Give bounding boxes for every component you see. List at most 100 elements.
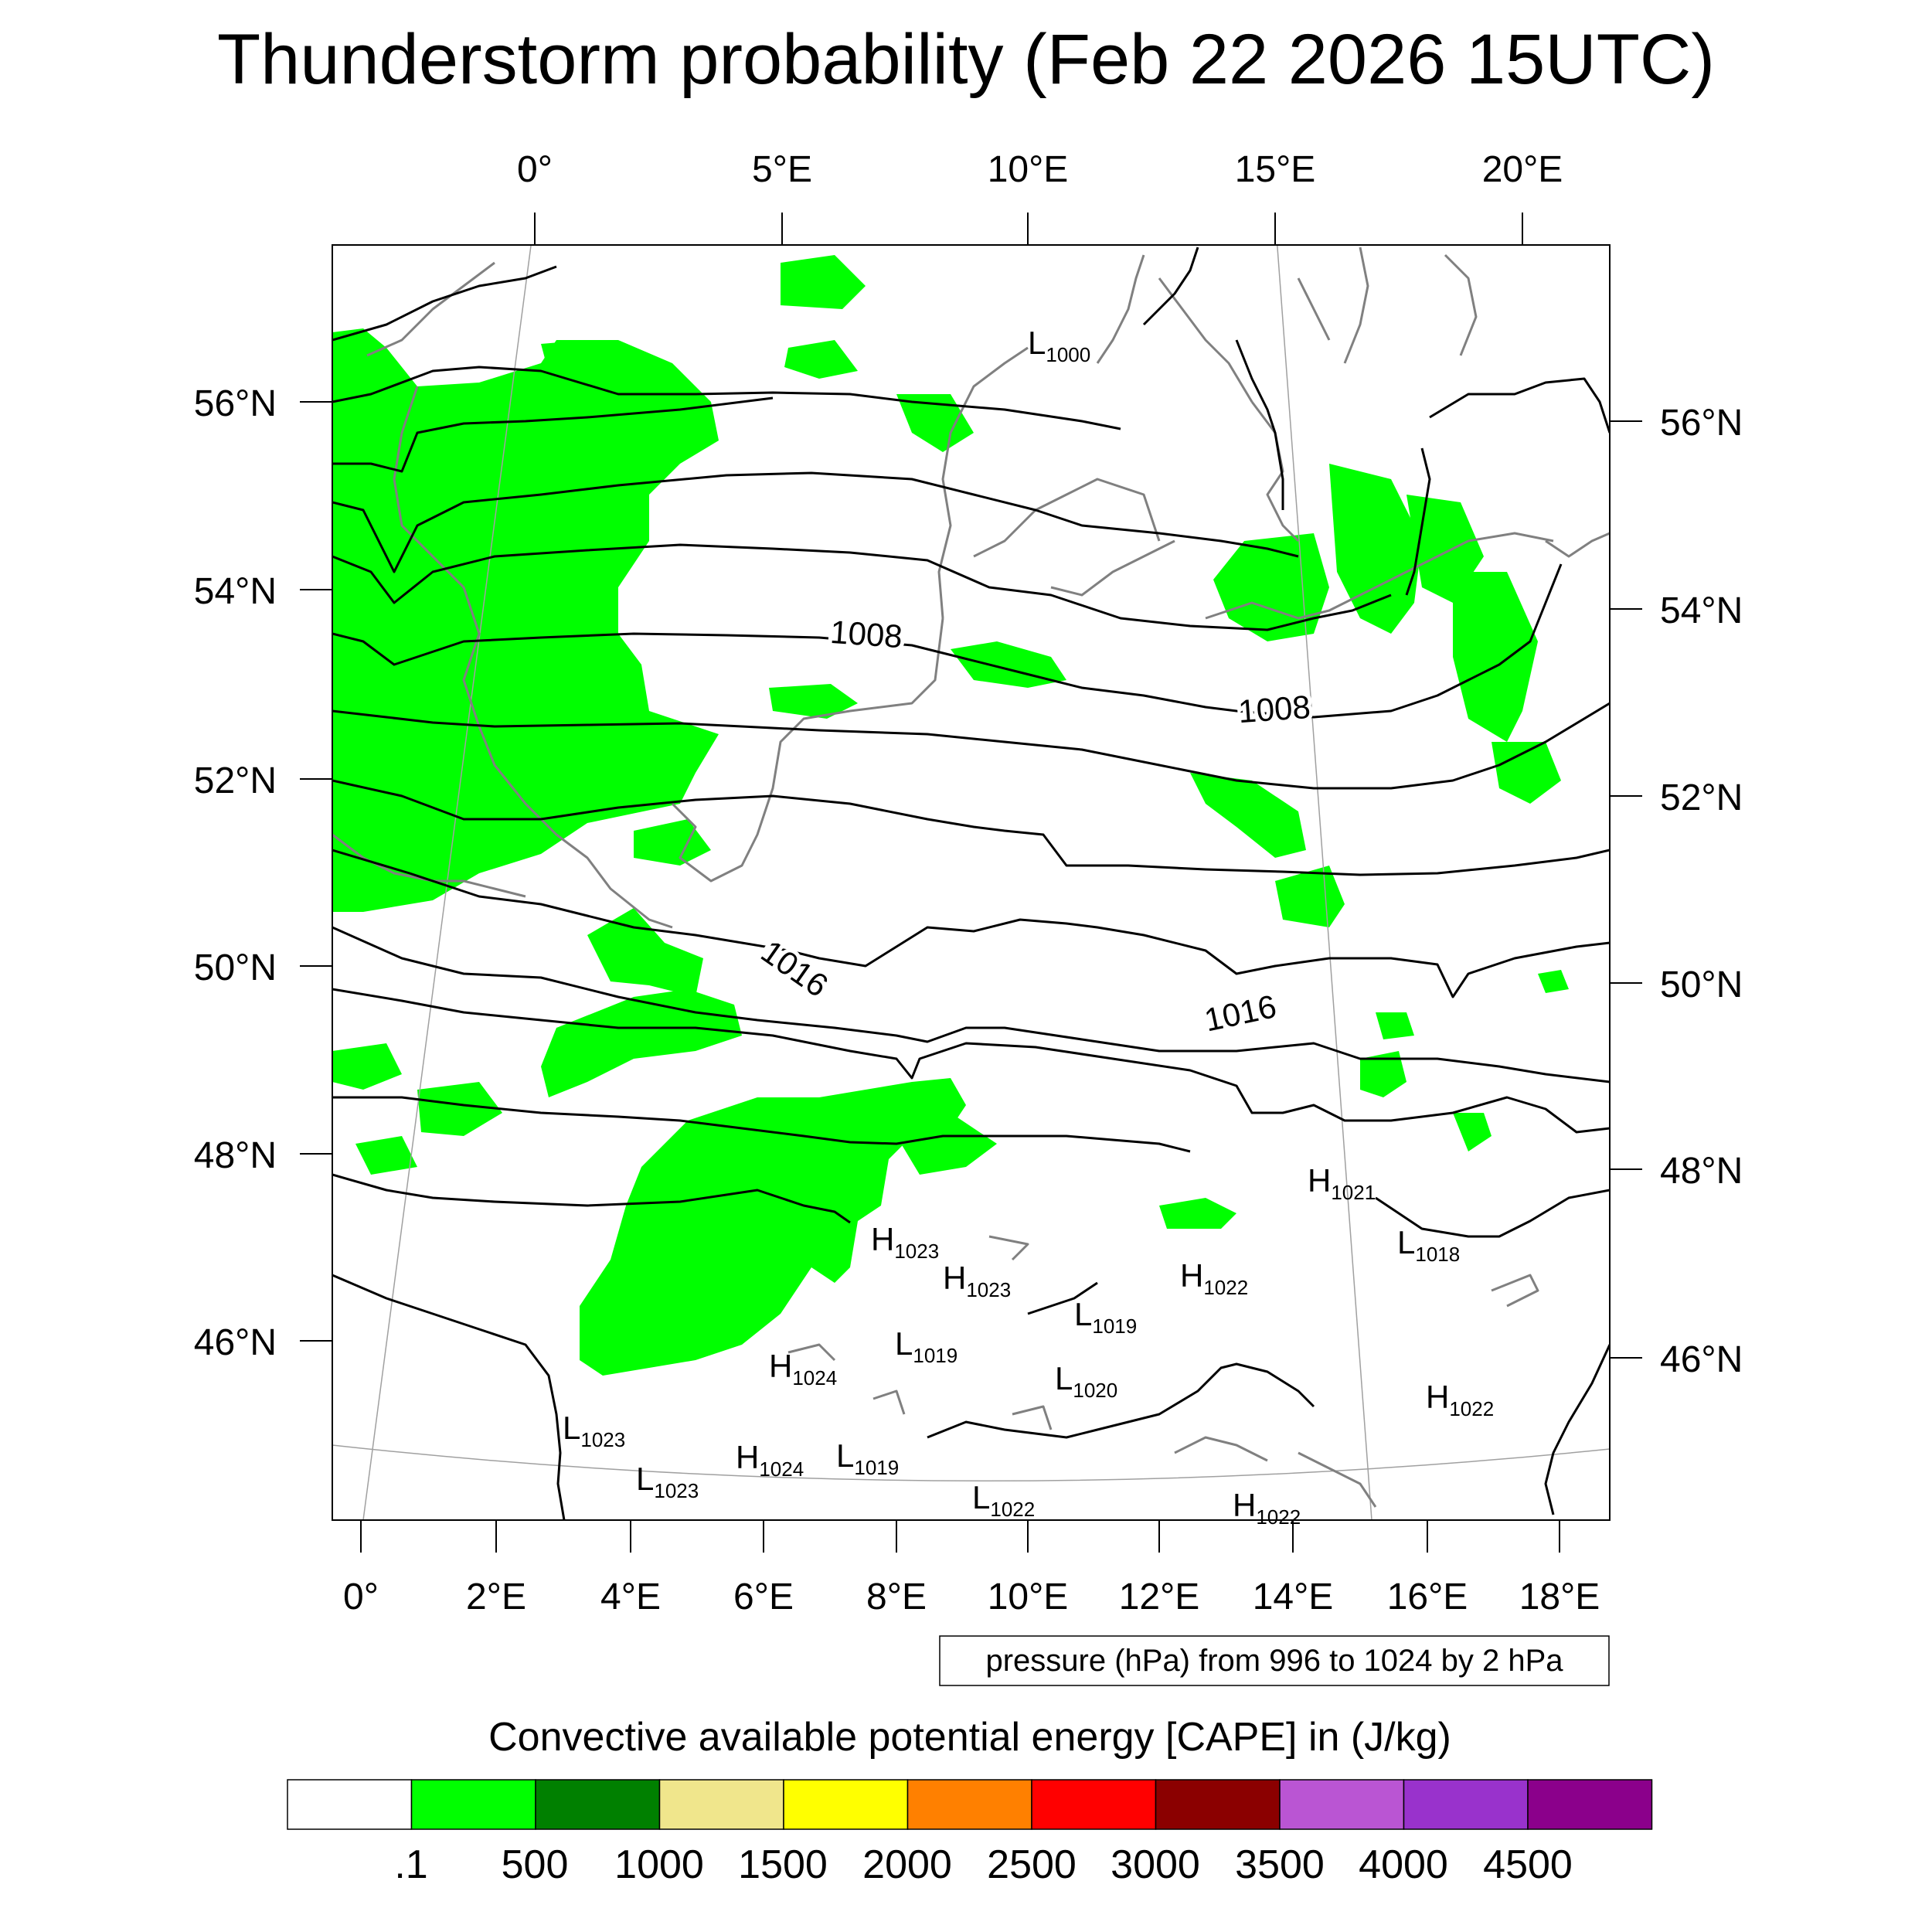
coastline-path [1545, 532, 1610, 558]
left-axis [300, 401, 332, 1342]
right-axis [1610, 420, 1642, 1359]
isobars [332, 247, 1610, 1520]
top-axis-labels: 0° 5°E 10°E 15°E 20°E [517, 149, 1563, 190]
coastline-path [1158, 277, 1253, 403]
pressure-center: L1019 [895, 1325, 957, 1367]
pressure-center: H1022 [1233, 1487, 1301, 1529]
coastline-path [1050, 539, 1175, 597]
cape-region [417, 1082, 502, 1136]
cape-region [1190, 773, 1306, 858]
right-lat-label: 46°N [1660, 1339, 1743, 1380]
coastline-path [787, 1343, 836, 1362]
colorbar-box [658, 1779, 784, 1830]
bottom-lon-label: 6°E [733, 1577, 794, 1617]
left-lat-label: 52°N [194, 760, 277, 801]
right-lat-label: 56°N [1660, 403, 1743, 444]
cape-region [781, 255, 866, 309]
left-lat-label: 56°N [194, 383, 277, 424]
colorbar-box [287, 1779, 413, 1830]
coastline-path [671, 617, 944, 883]
cape-region [1453, 572, 1538, 742]
pressure-center: L1000 [1028, 325, 1090, 366]
bottom-axis [360, 1520, 1560, 1553]
colorbar [287, 1779, 1653, 1830]
isobar-path [1027, 1281, 1098, 1315]
cape-region [541, 340, 711, 452]
pressure-center: L1022 [972, 1479, 1035, 1521]
isobar-path [1405, 447, 1431, 596]
isobar-path [332, 702, 1610, 790]
isobar-path [332, 265, 557, 342]
pressure-center: L1019 [1074, 1296, 1137, 1338]
cape-region [896, 394, 974, 452]
coastline-path [1250, 401, 1300, 543]
bottom-lon-label: 10°E [988, 1577, 1069, 1617]
colorbar-box [1527, 1779, 1653, 1830]
graticule-line [362, 245, 532, 1520]
colorbar-box [535, 1779, 661, 1830]
isobar-path [332, 926, 1610, 1083]
isobar-path [332, 1173, 851, 1224]
colorbar-label: 4500 [1483, 1842, 1573, 1887]
coastline-path [1096, 254, 1145, 364]
cape-region [1275, 866, 1345, 927]
cape-region [1159, 1198, 1236, 1229]
cape-region [1492, 742, 1561, 804]
coastline-path [366, 261, 495, 357]
isobar-path [332, 1096, 1191, 1153]
graticule-line [1276, 245, 1372, 1520]
right-lat-label: 52°N [1660, 777, 1743, 818]
colorbar-box [410, 1779, 536, 1830]
colorbar-label: 2000 [862, 1842, 952, 1887]
cape-region [1453, 1113, 1492, 1151]
isobar-path [332, 471, 1299, 573]
pressure-center: H1021 [1308, 1162, 1376, 1204]
pressure-center: H1022 [1180, 1257, 1248, 1299]
colorbar-label: 500 [502, 1842, 569, 1887]
coastline-path [1343, 247, 1369, 364]
colorbar-box [783, 1779, 909, 1830]
right-lat-label: 48°N [1660, 1151, 1743, 1192]
coastline-path [393, 386, 673, 929]
right-axis-labels: 56°N 54°N 52°N 50°N 48°N 46°N [1660, 403, 1743, 1380]
cape-region [587, 908, 703, 997]
pressure-center: L1020 [1055, 1360, 1117, 1402]
colorbar-label: .1 [394, 1842, 427, 1887]
colorbar-box [906, 1779, 1032, 1830]
cape-region [1538, 970, 1569, 993]
map-panel [332, 245, 1610, 1520]
colorbar-label: 1500 [738, 1842, 828, 1887]
cape-region [634, 819, 711, 866]
graticule [332, 245, 1610, 1520]
pressure-center: H1024 [736, 1439, 804, 1481]
bottom-axis-labels: 0° 2°E 4°E 6°E 8°E 10°E 12°E 14°E 16°E 1… [343, 1577, 1600, 1617]
colorbar-title: Convective available potential energy [C… [488, 1715, 1451, 1760]
cape-region [541, 989, 742, 1097]
colorbar-box [1155, 1779, 1281, 1830]
isobar-path [332, 988, 1610, 1134]
cape-region [1360, 1051, 1406, 1097]
left-lat-label: 54°N [194, 571, 277, 612]
contour-info-box: pressure (hPa) from 996 to 1024 by 2 hPa [939, 1635, 1610, 1686]
top-lon-label: 15°E [1235, 149, 1316, 190]
bottom-lon-label: 2°E [466, 1577, 526, 1617]
pressure-center: L1019 [836, 1437, 899, 1479]
top-axis [534, 213, 1523, 245]
bottom-lon-label: 18°E [1519, 1577, 1600, 1617]
chart-title: Thunderstorm probability (Feb 22 2026 15… [217, 20, 1715, 99]
pressure-center: L1023 [563, 1410, 625, 1451]
isobar-path [1544, 1344, 1610, 1515]
coastline-path [1491, 1274, 1539, 1308]
top-lon-label: 0° [517, 149, 553, 190]
coastline-path [973, 478, 1161, 558]
right-lat-label: 50°N [1660, 964, 1743, 1005]
bottom-lon-label: 12°E [1119, 1577, 1200, 1617]
top-lon-label: 5°E [752, 149, 812, 190]
cape-region [332, 1043, 402, 1090]
colorbar-label: 2500 [987, 1842, 1077, 1887]
colorbar-label: 3000 [1111, 1842, 1200, 1887]
isobar-path [1142, 247, 1199, 326]
map-frame [332, 244, 1611, 1521]
pressure-center: H1023 [871, 1221, 939, 1263]
